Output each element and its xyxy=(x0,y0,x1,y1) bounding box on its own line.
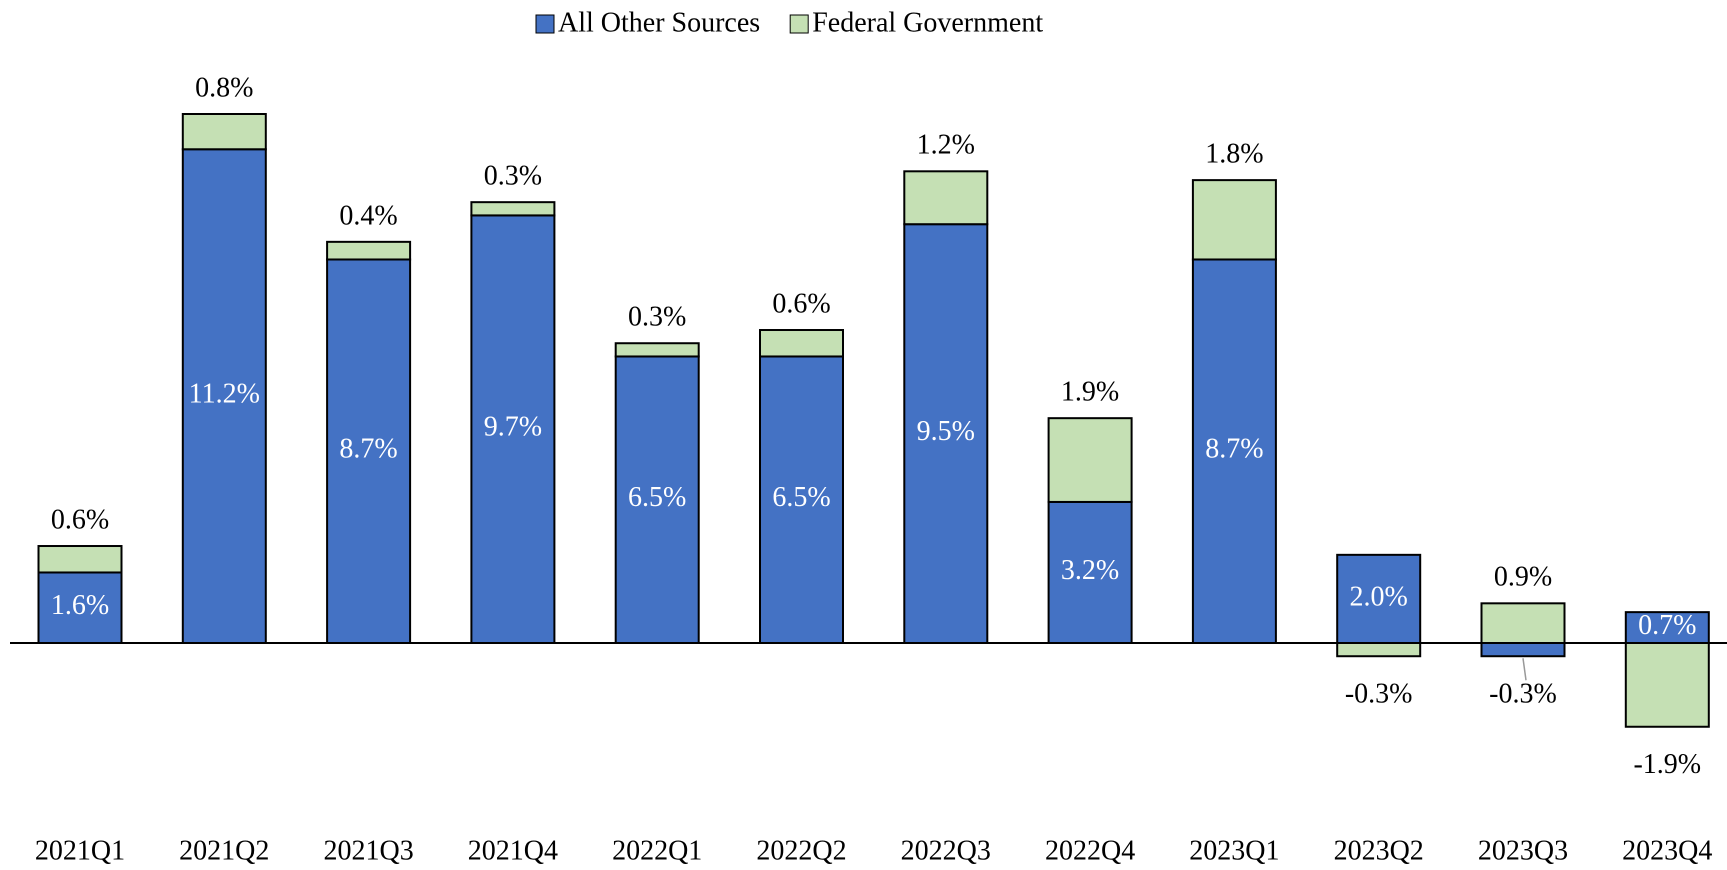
bar-segment xyxy=(903,170,989,226)
x-tick-label: 2023Q1 xyxy=(1189,835,1279,866)
bar-segment xyxy=(1480,602,1566,645)
bar-segment xyxy=(181,113,267,151)
bar-segment xyxy=(470,201,556,217)
bar-segment xyxy=(37,545,123,574)
bar-segment xyxy=(1336,553,1422,644)
value-label: 0.7% xyxy=(1638,610,1696,641)
bar-segment xyxy=(614,342,700,358)
bar-segment xyxy=(1047,500,1133,644)
x-tick-label: 2022Q3 xyxy=(901,835,991,866)
legend-swatch xyxy=(789,14,809,34)
x-tick-label: 2021Q4 xyxy=(468,835,558,866)
value-label: 11.2% xyxy=(189,379,260,410)
bar-segment xyxy=(1480,642,1566,658)
value-label: 9.7% xyxy=(484,412,542,443)
x-tick-label: 2021Q2 xyxy=(179,835,269,866)
value-label: 0.6% xyxy=(51,504,109,535)
legend-label: All Other Sources xyxy=(558,7,760,38)
x-tick-label: 2021Q1 xyxy=(35,835,125,866)
value-label: 1.2% xyxy=(917,130,975,161)
legend-label: Federal Government xyxy=(812,7,1043,38)
value-label: 2.0% xyxy=(1350,581,1408,612)
bar-segment xyxy=(181,148,267,644)
value-label: 1.6% xyxy=(51,590,109,621)
value-label: 9.5% xyxy=(917,416,975,447)
leader-line xyxy=(1522,658,1527,681)
bar-segment xyxy=(1191,179,1277,261)
bar-segment xyxy=(1624,642,1710,728)
value-label: 0.4% xyxy=(339,200,397,231)
legend-swatch xyxy=(535,14,555,34)
value-label: 0.3% xyxy=(628,302,686,333)
bar-segment xyxy=(1336,642,1422,658)
bar-segment xyxy=(759,329,844,358)
value-label: 6.5% xyxy=(772,482,830,513)
value-label: 0.6% xyxy=(772,288,830,319)
value-label: -1.9% xyxy=(1633,749,1701,780)
bar-segment xyxy=(326,240,412,261)
x-tick-label: 2022Q1 xyxy=(612,835,702,866)
x-tick-label: 2023Q4 xyxy=(1622,835,1712,866)
x-tick-label: 2023Q2 xyxy=(1334,835,1424,866)
value-label: 3.2% xyxy=(1061,555,1119,586)
value-label: 8.7% xyxy=(1205,434,1263,465)
x-tick-label: 2022Q2 xyxy=(756,835,846,866)
x-tick-label: 2021Q3 xyxy=(323,835,413,866)
value-label: 0.3% xyxy=(484,161,542,192)
bar-segment xyxy=(759,355,844,644)
value-label: -0.3% xyxy=(1345,679,1413,710)
value-label: 1.8% xyxy=(1205,139,1263,170)
value-label: 0.8% xyxy=(195,72,253,103)
bar-segment xyxy=(470,214,556,644)
bar-segment xyxy=(1624,611,1710,644)
value-label: 8.7% xyxy=(339,434,397,465)
x-tick-label: 2023Q3 xyxy=(1478,835,1568,866)
value-label: 0.9% xyxy=(1494,562,1552,593)
bar-segment xyxy=(1047,417,1133,503)
value-label: 6.5% xyxy=(628,482,686,513)
bar-segment xyxy=(37,571,123,645)
value-label: -0.3% xyxy=(1489,679,1557,710)
value-label: 1.9% xyxy=(1061,377,1119,408)
x-tick-label: 2022Q4 xyxy=(1045,835,1135,866)
